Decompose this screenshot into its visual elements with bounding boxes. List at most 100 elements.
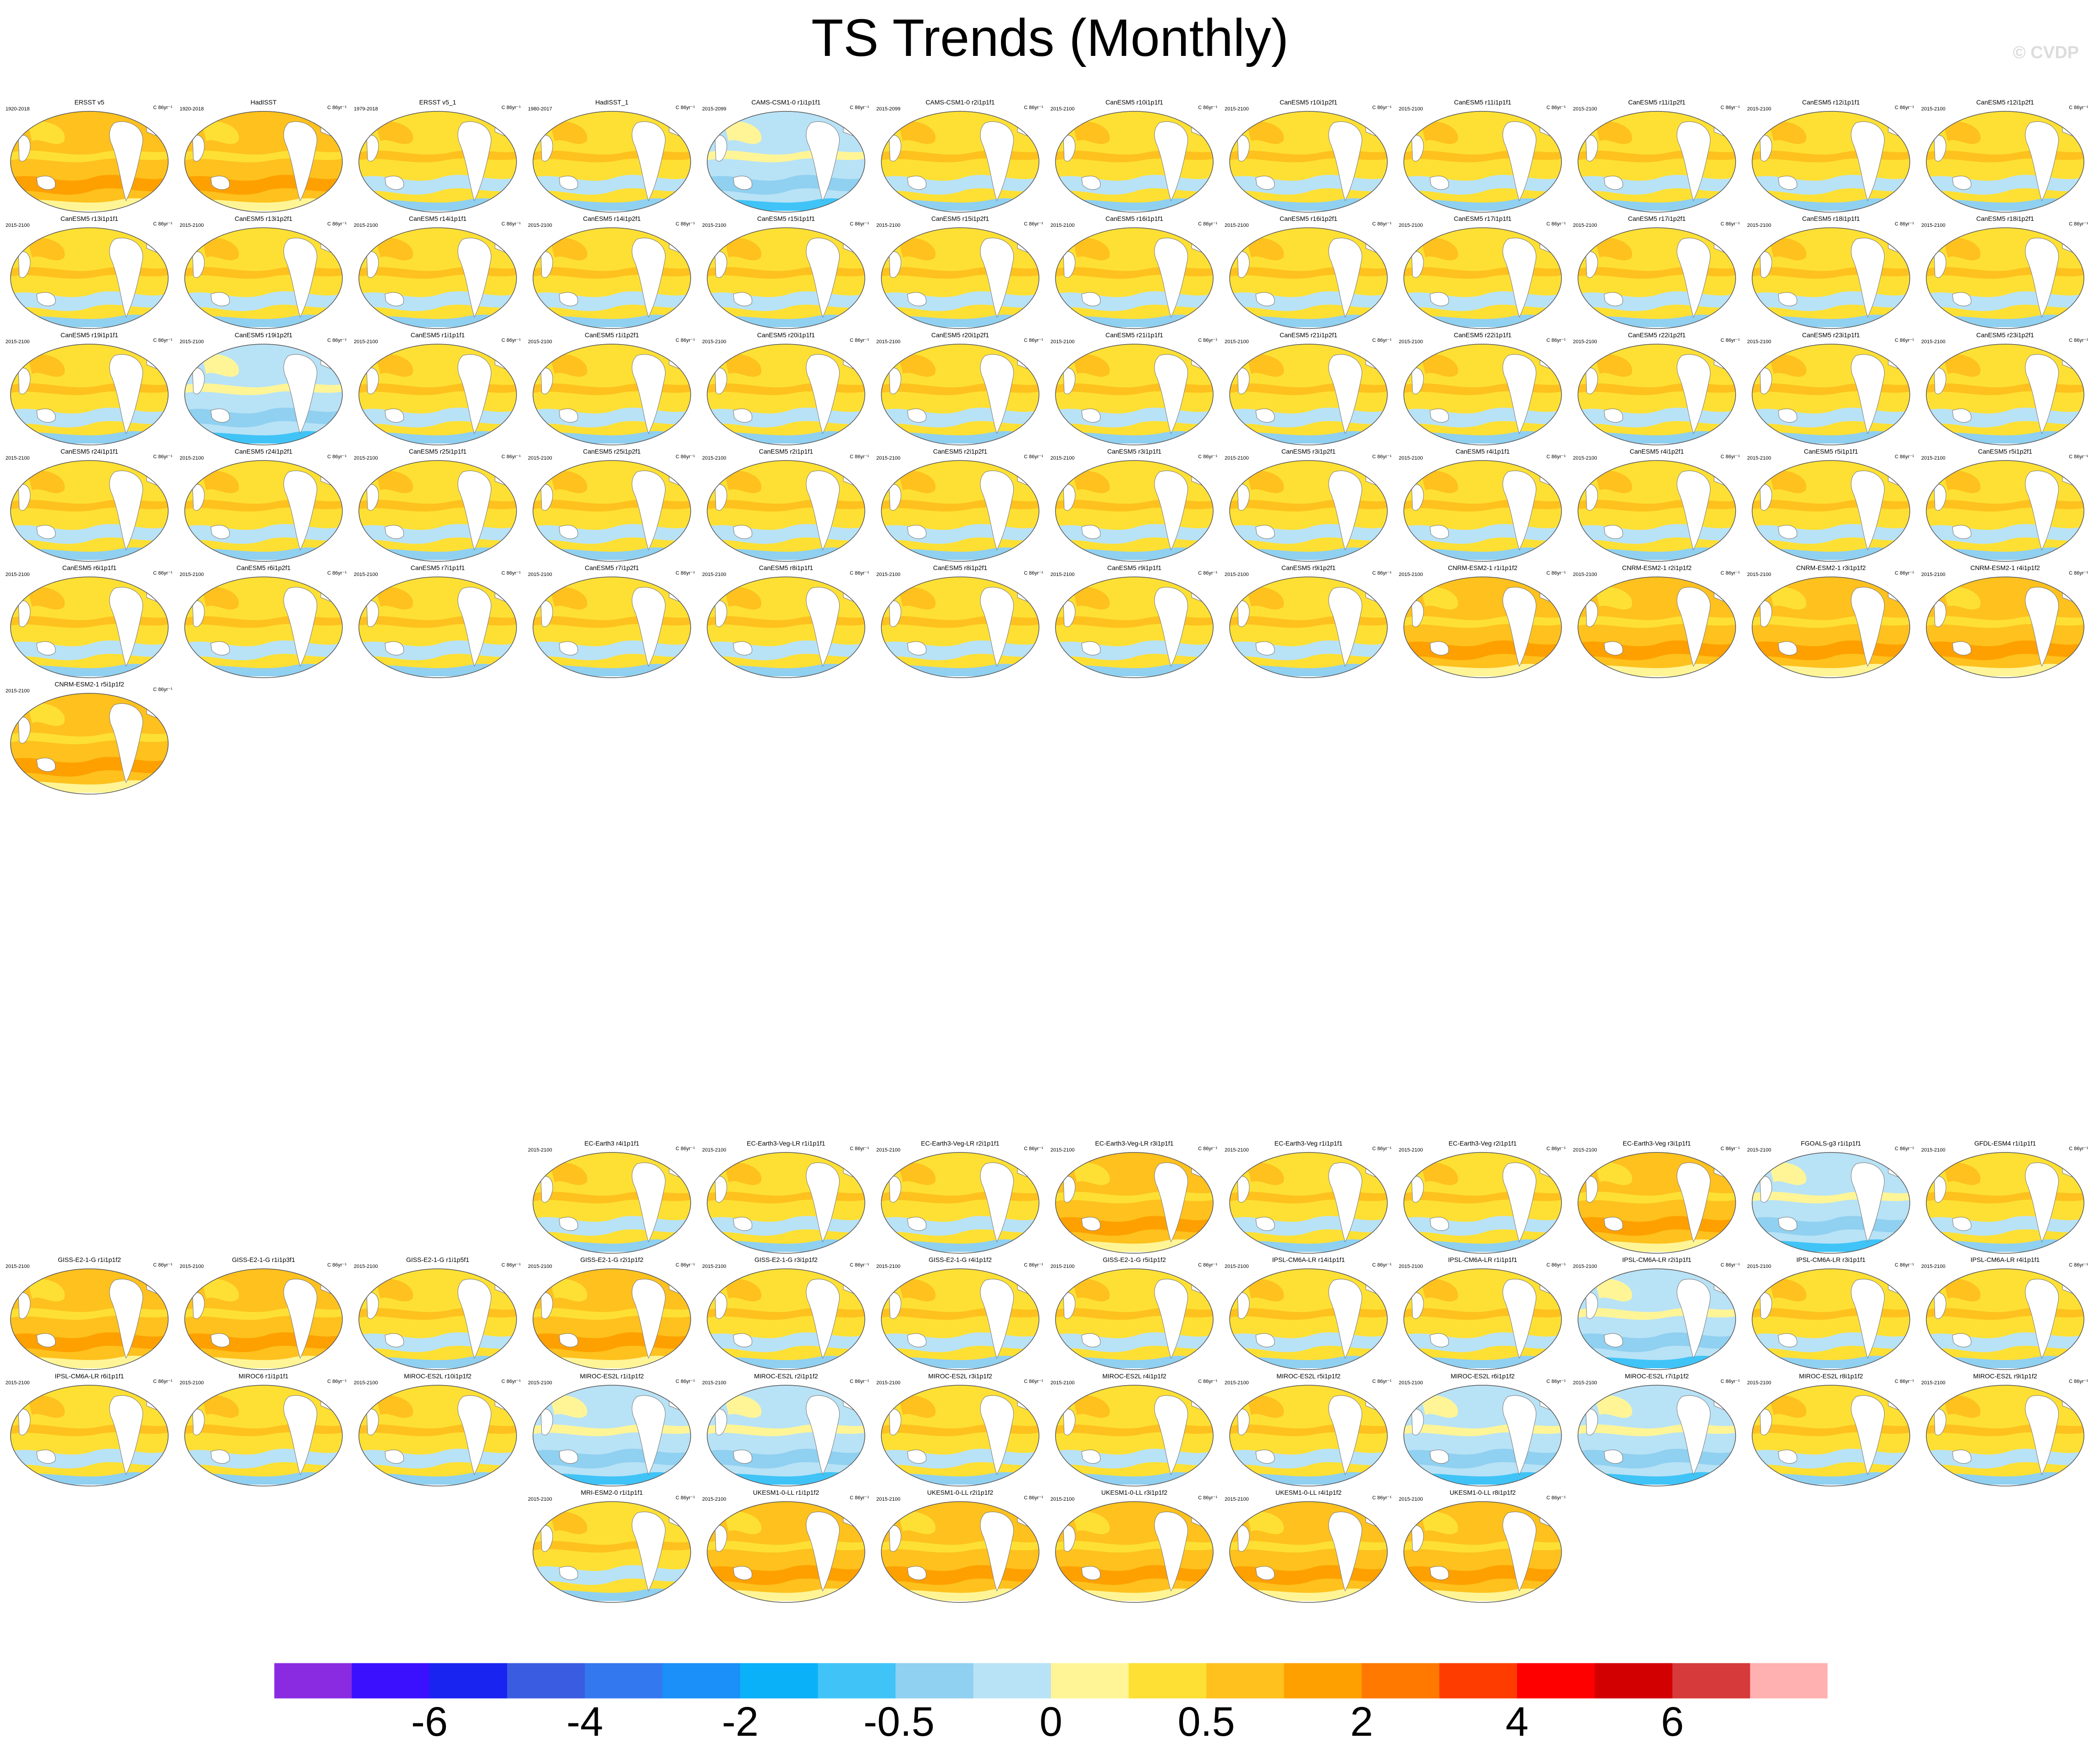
map-panel: CanESM5 r9i1p1f1 2015-2100 C 86yr⁻¹: [1050, 564, 1219, 680]
panel-years: 2015-2100: [5, 688, 30, 694]
world-map: [881, 344, 1039, 445]
panel-years: 2015-2100: [702, 339, 726, 345]
panel-title: CanESM5 r8i1p2f1: [933, 564, 988, 571]
panel-title: CAMS-CSM1-0 r2i1p1f1: [925, 99, 995, 106]
panel-units: C 86yr⁻¹: [1024, 105, 1043, 110]
world-map: [1926, 1385, 2084, 1486]
panel-years: 2015-2100: [1573, 223, 1597, 228]
map-panel: CanESM5 r21i1p2f1 2015-2100 C 86yr⁻¹: [1224, 331, 1393, 448]
world-map: [1926, 460, 2084, 562]
panel-years: 1980-2017: [528, 106, 552, 112]
map-panel: CanESM5 r16i1p1f1 2015-2100 C 86yr⁻¹: [1050, 214, 1219, 331]
panel-units: C 86yr⁻¹: [1546, 338, 1566, 343]
colorbar-swatch: [1517, 1663, 1595, 1699]
panel-years: 2015-2100: [1225, 106, 1249, 112]
panel-units: C 86yr⁻¹: [501, 105, 521, 110]
panel-title: CanESM5 r10i1p1f1: [1105, 99, 1164, 106]
panel-years: 2015-2100: [1399, 1147, 1423, 1153]
world-map: [1055, 1385, 1214, 1486]
panel-title: UKESM1-0-LL r1i1p1f2: [753, 1489, 819, 1496]
world-map: [1055, 227, 1214, 329]
panel-units: C 86yr⁻¹: [850, 221, 869, 227]
panel-units: C 86yr⁻¹: [1895, 1379, 1914, 1384]
world-map: [1926, 111, 2084, 213]
map-panel: FGOALS-g3 r1i1p1f1 2015-2100 C 86yr⁻¹: [1746, 1139, 1916, 1256]
panel-years: 2015-2100: [1050, 572, 1075, 577]
panel-title: MIROC6 r1i1p1f1: [238, 1372, 289, 1380]
world-map: [1229, 344, 1388, 445]
panel-years: 2015-2100: [1747, 339, 1771, 345]
world-map: [881, 576, 1039, 678]
panel-years: 2015-2100: [702, 1147, 726, 1153]
world-map: [533, 111, 691, 213]
panel-title: CanESM5 r15i1p1f1: [757, 215, 815, 222]
world-map: [1752, 111, 1910, 213]
panel-title: UKESM1-0-LL r8i1p1f2: [1449, 1489, 1516, 1496]
panel-years: 2015-2100: [1747, 223, 1771, 228]
panel-years: 2015-2100: [876, 223, 901, 228]
map-panel: HadISST_1 1980-2017 C 86yr⁻¹: [527, 98, 697, 215]
panel-units: C 86yr⁻¹: [1024, 570, 1043, 576]
panel-years: 2015-2100: [1225, 572, 1249, 577]
map-panel: CNRM-ESM2-1 r4i1p1f2 2015-2100 C 86yr⁻¹: [1920, 564, 2090, 680]
panel-years: 2015-2100: [528, 223, 552, 228]
panel-years: 2015-2100: [1573, 339, 1597, 345]
colorbar-tick-label: 6: [1660, 1699, 1684, 1745]
world-map: [707, 576, 865, 678]
world-map: [358, 1385, 517, 1486]
panel-units: C 86yr⁻¹: [676, 1146, 695, 1152]
panel-title: MIROC-ES2L r7i1p1f2: [1625, 1372, 1689, 1380]
panel-units: C 86yr⁻¹: [501, 338, 521, 343]
panel-years: 2015-2100: [5, 339, 30, 345]
map-panel: GISS-E2-1-G r3i1p1f2 2015-2100 C 86yr⁻¹: [701, 1256, 871, 1372]
world-map: [1055, 576, 1214, 678]
colorbar-tick-label: -4: [566, 1699, 604, 1745]
colorbar-tick-label: -0.5: [863, 1699, 935, 1745]
panel-title: GISS-E2-1-G r5i1p1f2: [1103, 1256, 1166, 1263]
map-panel: CanESM5 r9i1p2f1 2015-2100 C 86yr⁻¹: [1224, 564, 1393, 680]
world-map: [1578, 576, 1736, 678]
panel-title: CanESM5 r14i1p2f1: [583, 215, 641, 222]
panel-years: 2015-2100: [180, 572, 204, 577]
world-map: [184, 227, 343, 329]
map-panel: ERSST v5 1920-2018 C 86yr⁻¹: [5, 98, 174, 215]
panel-years: 2015-2100: [5, 455, 30, 461]
panel-years: 2015-2100: [180, 339, 204, 345]
panel-title: MIROC-ES2L r5i1p1f2: [1276, 1372, 1341, 1380]
panel-title: GFDL-ESM4 r1i1p1f1: [1974, 1140, 2036, 1147]
map-panel: CanESM5 r20i1p1f1 2015-2100 C 86yr⁻¹: [701, 331, 871, 448]
map-panel: CanESM5 r12i1p2f1 2015-2100 C 86yr⁻¹: [1920, 98, 2090, 215]
world-map: [358, 460, 517, 562]
world-map: [1752, 1152, 1910, 1254]
panel-years: 2015-2100: [1747, 106, 1771, 112]
world-map: [1578, 1385, 1736, 1486]
world-map: [707, 460, 865, 562]
panel-years: 2015-2100: [1921, 455, 1946, 461]
panel-title: CanESM5 r11i1p1f1: [1454, 99, 1512, 106]
panel-title: EC-Earth3-Veg r1i1p1f1: [1274, 1140, 1343, 1147]
panel-units: C 86yr⁻¹: [1546, 221, 1566, 227]
panel-years: 2015-2099: [702, 106, 726, 112]
panel-years: 2015-2100: [180, 455, 204, 461]
map-panel: UKESM1-0-LL r8i1p1f2 2015-2100 C 86yr⁻¹: [1398, 1488, 1567, 1605]
panel-units: C 86yr⁻¹: [501, 570, 521, 576]
panel-years: 2015-2100: [876, 572, 901, 577]
panel-years: 2015-2100: [1399, 106, 1423, 112]
panel-years: 2015-2100: [354, 223, 378, 228]
panel-title: MIROC-ES2L r4i1p1f2: [1102, 1372, 1166, 1380]
map-panel: EC-Earth3-Veg r1i1p1f1 2015-2100 C 86yr⁻¹: [1224, 1139, 1393, 1256]
panel-title: ERSST v5_1: [419, 99, 456, 106]
world-map: [1055, 111, 1214, 213]
map-panel: CanESM5 r19i1p2f1 2015-2100 C 86yr⁻¹: [179, 331, 348, 448]
panel-units: C 86yr⁻¹: [1198, 338, 1217, 343]
panel-title: CanESM5 r5i1p2f1: [1978, 448, 2033, 455]
panel-units: C 86yr⁻¹: [153, 570, 172, 576]
panel-units: C 86yr⁻¹: [1198, 1495, 1217, 1501]
panel-years: 2015-2100: [1050, 1147, 1075, 1153]
panel-units: C 86yr⁻¹: [1721, 1146, 1740, 1152]
colorbar-tick-label: 4: [1505, 1699, 1529, 1745]
map-panel: IPSL-CM6A-LR r2i1p1f1 2015-2100 C 86yr⁻¹: [1572, 1256, 1742, 1372]
colorbar-swatch: [507, 1663, 585, 1699]
map-panel: ERSST v5_1 1979-2018 C 86yr⁻¹: [353, 98, 522, 215]
map-panel: CanESM5 r4i1p1f1 2015-2100 C 86yr⁻¹: [1398, 447, 1567, 564]
